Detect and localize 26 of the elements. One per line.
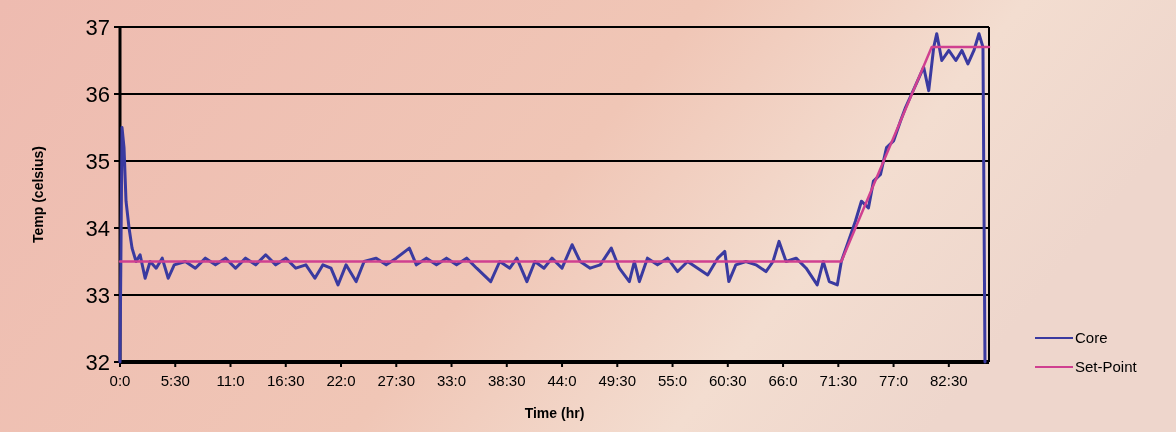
y-tick-label: 36 <box>85 81 110 107</box>
x-tick-label: 60:30 <box>709 372 747 389</box>
x-tick-label: 71:30 <box>819 372 858 389</box>
x-tick-label: 82:30 <box>930 372 968 389</box>
y-tick-label: 33 <box>85 282 110 308</box>
y-tick-label: 34 <box>85 215 110 241</box>
x-tick-label: 11:0 <box>216 372 245 389</box>
x-tick-label: 38:30 <box>488 372 526 389</box>
x-tick-label: 77:0 <box>878 372 909 389</box>
legend-label: Core <box>1075 329 1108 347</box>
x-tick-label: 55:0 <box>657 372 688 389</box>
x-tick-label: 49:30 <box>598 372 637 389</box>
y-tick-label: 37 <box>85 14 110 40</box>
x-axis-title: Time (hr) <box>524 405 585 421</box>
x-tick-label: 33:0 <box>436 372 467 389</box>
x-tick-label: 22:0 <box>326 372 356 389</box>
x-tick-label: 44:0 <box>547 372 577 389</box>
x-tick-label: 16:30 <box>266 372 305 389</box>
y-tick-label: 35 <box>85 148 110 174</box>
y-axis-title: Temp (celsius) <box>30 146 46 243</box>
x-tick-label: 0:0 <box>109 372 131 389</box>
y-tick-label: 32 <box>85 349 110 375</box>
x-tick-label: 27:30 <box>377 372 416 389</box>
legend-label: Set-Point <box>1075 358 1138 376</box>
x-tick-label: 66:0 <box>768 372 798 389</box>
x-tick-label: 5:30 <box>160 372 190 389</box>
